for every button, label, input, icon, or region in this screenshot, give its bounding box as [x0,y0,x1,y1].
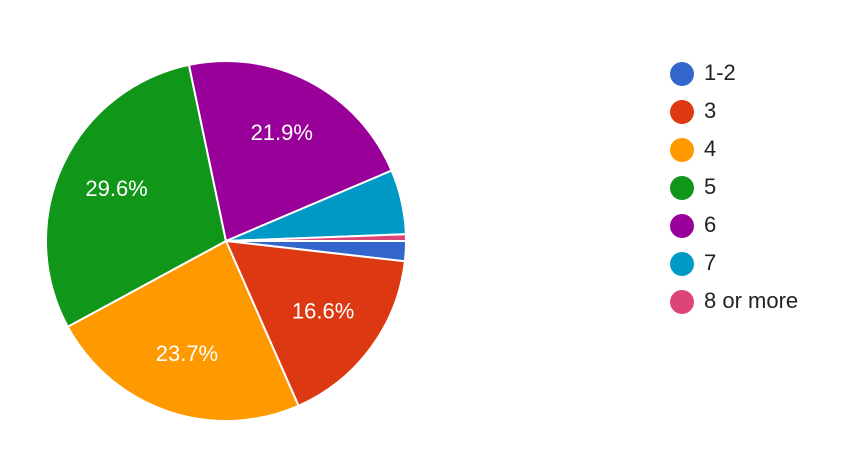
legend-swatch [670,176,694,200]
pie-slice [224,239,406,408]
legend-swatch [670,138,694,162]
slice-label: 23.7% [156,341,218,366]
legend-label: 4 [704,136,716,161]
legend-label: 1-2 [704,60,736,85]
pie-slice [66,239,300,422]
legend-label: 3 [704,98,716,123]
legend-label: 5 [704,174,716,199]
legend-label: 8 or more [704,288,798,313]
legend-swatch [670,100,694,124]
slice-label: 16.6% [292,298,354,323]
slice-label: 29.6% [85,176,147,201]
pie-slice [187,60,393,243]
legend-swatch [670,252,694,276]
slice-label: 21.9% [251,120,313,145]
legend-swatch [670,62,694,86]
legend-swatch [670,214,694,238]
pie-slice [225,233,408,242]
legend-label: 6 [704,212,716,237]
legend-swatch [670,290,694,314]
legend-label: 7 [704,250,716,275]
pie-slice [45,63,228,329]
